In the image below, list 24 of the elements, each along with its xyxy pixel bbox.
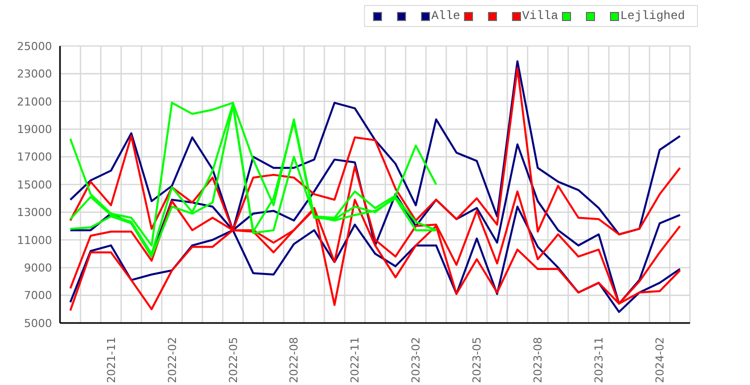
- x-tick-label: 2023-05: [470, 337, 484, 383]
- legend-label: Alle: [431, 9, 460, 23]
- y-tick-label: 7000: [24, 289, 52, 302]
- x-tick-label: 2022-08: [288, 337, 301, 383]
- x-tick-label: 2022-11: [348, 337, 362, 383]
- x-tick-label: 2021-11: [104, 337, 118, 383]
- y-tick-label: 23000: [17, 68, 52, 81]
- x-tick-label: 2023-08: [532, 337, 545, 383]
- x-tick-label: 2022-02: [166, 337, 179, 383]
- y-tick-label: 25000: [17, 40, 52, 53]
- y-tick-label: 21000: [17, 95, 52, 108]
- x-tick-label: 2024-02: [654, 337, 667, 383]
- legend-label: Lejlighed: [620, 9, 685, 23]
- x-tick-label: 2023-02: [410, 337, 423, 383]
- x-tick-label: 2022-05: [226, 337, 240, 383]
- y-tick-label: 9000: [24, 262, 52, 275]
- y-tick-label: 13000: [17, 206, 52, 220]
- y-tick-label: 5000: [24, 316, 52, 330]
- y-tick-label: 15000: [17, 178, 52, 192]
- y-tick-label: 17000: [17, 150, 52, 164]
- legend-label: Villa: [522, 9, 558, 23]
- x-tick-label: 2023-11: [592, 337, 606, 383]
- y-tick-label: 19000: [17, 123, 52, 136]
- y-tick-label: 11000: [17, 234, 52, 247]
